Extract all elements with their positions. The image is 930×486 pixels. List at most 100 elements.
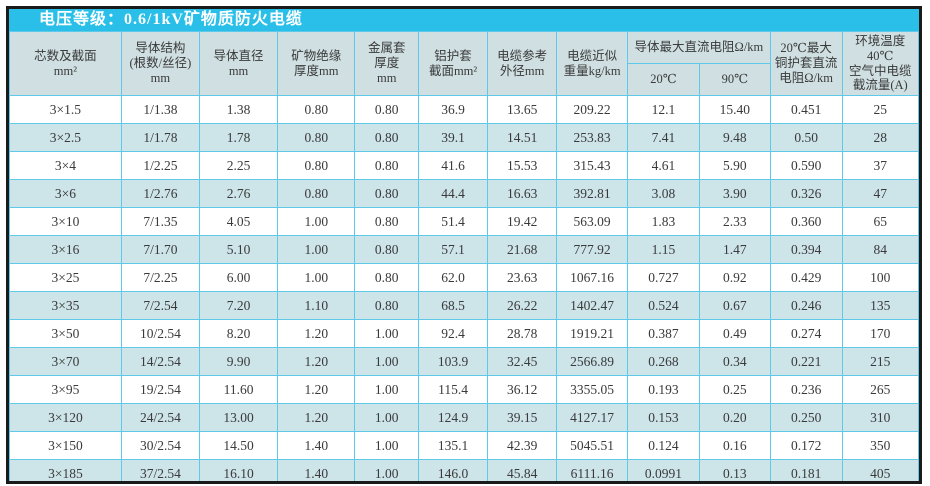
table-cell: 0.80 (354, 235, 420, 264)
table-cell: 1.20 (277, 319, 356, 348)
table-cell: 0.80 (277, 179, 356, 208)
table-cell: 392.81 (556, 179, 629, 208)
table-cell: 14/2.54 (120, 347, 200, 376)
table-cell: 3×120 (9, 403, 122, 432)
column-header-insulation-thickness: 矿物绝缘 厚度mm (277, 31, 356, 96)
table-cell: 1.00 (354, 347, 420, 376)
table-row: 3×120 24/2.54 13.00 1.20 1.00 124.9 39.15 4127.… (9, 403, 919, 432)
table-cell: 3×16 (9, 235, 122, 264)
table-cell: 0.360 (769, 207, 843, 236)
table-cell: 1.00 (354, 319, 420, 348)
table-cell: 0.80 (277, 95, 356, 124)
table-cell: 7.20 (198, 291, 279, 320)
table-row: 3×150 30/2.54 14.50 1.40 1.00 135.1 42.39 5045.… (9, 431, 919, 460)
table-cell: 3×2.5 (9, 123, 122, 152)
table-cell: 1.00 (277, 235, 356, 264)
table-row: 3×16 7/1.70 5.10 1.00 0.80 57.1 21.68 777.92 1.1… (9, 235, 919, 264)
table-cell: 62.0 (418, 263, 489, 292)
table-row: 3×70 14/2.54 9.90 1.20 1.00 103.9 32.45 2566.89… (9, 347, 919, 376)
table-cell: 4.05 (198, 207, 279, 236)
table-cell: 19.42 (487, 207, 558, 236)
table-cell: 4.61 (627, 151, 700, 180)
table-cell: 3355.05 (556, 375, 629, 404)
table-cell: 135.1 (418, 431, 489, 460)
table-cell: 1.40 (277, 459, 356, 481)
table-cell: 1/2.25 (120, 151, 200, 180)
table-cell: 310 (841, 403, 919, 432)
table-cell: 209.22 (556, 95, 629, 124)
table-cell: 0.67 (698, 291, 771, 320)
column-header-max-dc-resistance-group: 导体最大直流电阻Ω/km (627, 31, 771, 64)
column-header-reference-outer-diameter: 电缆参考 外径mm (487, 31, 558, 96)
table-cell: 4127.17 (556, 403, 629, 432)
table-cell: 1/1.78 (120, 123, 200, 152)
table-row: 3×4 1/2.25 2.25 0.80 0.80 41.6 15.53 315.43 4.61… (9, 151, 919, 180)
table-cell: 1919.21 (556, 319, 629, 348)
table-cell: 0.524 (627, 291, 700, 320)
table-cell: 1.78 (198, 123, 279, 152)
table-row: 3×185 37/2.54 16.10 1.40 1.00 146.0 45.84 6111.… (9, 459, 919, 481)
table-cell: 6111.16 (556, 459, 629, 481)
table-cell: 115.4 (418, 375, 489, 404)
table-cell: 1.00 (354, 431, 420, 460)
table-cell: 0.236 (769, 375, 843, 404)
table-cell: 2.25 (198, 151, 279, 180)
table-cell: 1.38 (198, 95, 279, 124)
spec-table: 芯数及截面 mm² 导体结构 (根数/丝径) mm 导体直径 mm 矿物绝缘 厚… (9, 31, 919, 481)
table-cell: 3×1.5 (9, 95, 122, 124)
table-cell: 1.00 (354, 403, 420, 432)
table-cell: 0.50 (769, 123, 843, 152)
table-cell: 0.13 (698, 459, 771, 481)
table-cell: 2.76 (198, 179, 279, 208)
table-cell: 0.268 (627, 347, 700, 376)
table-row: 3×2.5 1/1.78 1.78 0.80 0.80 39.1 14.51 253.83 7.… (9, 123, 919, 152)
table-cell: 41.6 (418, 151, 489, 180)
table-cell: 6.00 (198, 263, 279, 292)
table-cell: 15.53 (487, 151, 558, 180)
table-cell: 3×185 (9, 459, 122, 481)
table-cell: 265 (841, 375, 919, 404)
table-cell: 0.387 (627, 319, 700, 348)
table-cell: 0.80 (354, 291, 420, 320)
column-subheader-20c: 20℃ (627, 63, 700, 96)
table-cell: 37/2.54 (120, 459, 200, 481)
table-cell: 1.00 (354, 375, 420, 404)
table-cell: 0.0991 (627, 459, 700, 481)
table-cell: 3×4 (9, 151, 122, 180)
table-cell: 7/2.25 (120, 263, 200, 292)
table-cell: 0.172 (769, 431, 843, 460)
table-row: 3×95 19/2.54 11.60 1.20 1.00 115.4 36.12 3355.0… (9, 375, 919, 404)
table-row: 3×6 1/2.76 2.76 0.80 0.80 44.4 16.63 392.81 3.08… (9, 179, 919, 208)
table-cell: 7.41 (627, 123, 700, 152)
table-cell: 0.326 (769, 179, 843, 208)
table-cell: 253.83 (556, 123, 629, 152)
table-cell: 0.80 (354, 263, 420, 292)
table-cell: 0.124 (627, 431, 700, 460)
table-cell: 3×50 (9, 319, 122, 348)
table-cell: 44.4 (418, 179, 489, 208)
table-cell: 14.51 (487, 123, 558, 152)
table-cell: 0.590 (769, 151, 843, 180)
table-cell: 0.193 (627, 375, 700, 404)
column-header-conductor-diameter: 导体直径 mm (198, 31, 279, 96)
table-cell: 0.429 (769, 263, 843, 292)
table-cell: 0.250 (769, 403, 843, 432)
table-cell: 124.9 (418, 403, 489, 432)
table-cell: 1/2.76 (120, 179, 200, 208)
table-cell: 9.90 (198, 347, 279, 376)
table-cell: 0.80 (277, 151, 356, 180)
table-cell: 0.92 (698, 263, 771, 292)
table-cell: 5045.51 (556, 431, 629, 460)
column-header-ampacity: 环境温度40℃ 空气中电缆 截流量(A) (841, 31, 919, 96)
table-row: 3×25 7/2.25 6.00 1.00 0.80 62.0 23.63 1067.16 0.… (9, 263, 919, 292)
table-cell: 28.78 (487, 319, 558, 348)
table-cell: 5.90 (698, 151, 771, 180)
table-cell: 32.45 (487, 347, 558, 376)
table-cell: 11.60 (198, 375, 279, 404)
table-cell: 13.65 (487, 95, 558, 124)
table-cell: 92.4 (418, 319, 489, 348)
table-cell: 39.15 (487, 403, 558, 432)
table-cell: 0.80 (354, 207, 420, 236)
table-cell: 405 (841, 459, 919, 481)
